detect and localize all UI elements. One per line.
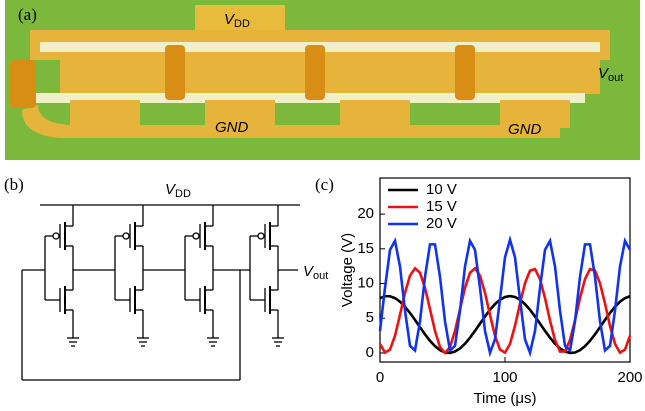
- inverter-bubble: [193, 233, 199, 239]
- x-tick-label: 100: [492, 369, 517, 386]
- panel-label: (c): [315, 175, 334, 194]
- y-tick-label: 15: [357, 240, 374, 257]
- panel-label: (b): [4, 175, 24, 194]
- y-tick-label: 20: [357, 205, 374, 222]
- pad: [455, 45, 475, 100]
- y-tick-label: 0: [366, 344, 374, 361]
- pad: [165, 45, 185, 100]
- trace: [70, 100, 140, 128]
- y-tick-label: 5: [366, 309, 374, 326]
- gnd-label: GND: [215, 119, 249, 136]
- circuit: (b) VDD Vout: [4, 175, 328, 380]
- trace: [60, 58, 600, 94]
- vdd-label: VDD: [165, 181, 191, 200]
- pad: [305, 45, 325, 100]
- trace: [570, 62, 600, 70]
- trace: [340, 100, 410, 128]
- legend-label: 20 V: [426, 215, 457, 232]
- inverter-bubble: [258, 233, 264, 239]
- inverter-bubble: [123, 233, 129, 239]
- device-photo: (a) VDD Vout GND GND: [5, 0, 640, 160]
- series-line: [380, 296, 630, 353]
- legend-label: 15 V: [426, 198, 457, 215]
- panel-label: (a): [18, 5, 37, 24]
- y-axis-label: Voltage (V): [339, 233, 356, 307]
- pad: [10, 60, 36, 108]
- x-tick-label: 0: [376, 369, 384, 386]
- figure: (a) VDD Vout GND GND (b) VDD Vout (c) 0 5…: [0, 0, 645, 411]
- y-tick-label: 10: [357, 275, 374, 292]
- x-axis-label: Time (μs): [473, 390, 536, 407]
- gnd-label: GND: [508, 121, 542, 138]
- vout-label: Vout: [303, 263, 328, 282]
- legend-label: 10 V: [426, 181, 457, 198]
- x-tick-label: 200: [617, 369, 642, 386]
- inverter-bubble: [53, 233, 59, 239]
